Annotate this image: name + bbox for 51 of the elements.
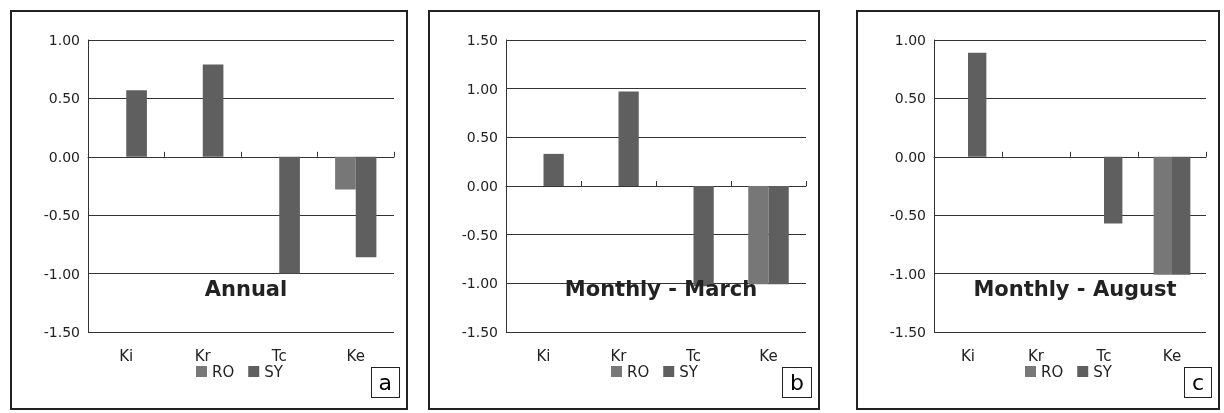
x-tick-label: Ki: [119, 346, 134, 365]
y-tick-label: 0.00: [48, 148, 80, 165]
y-tick-label: 0.00: [466, 178, 498, 194]
x-tick-label: Ki: [960, 346, 976, 365]
x-tick-label: Kr: [610, 346, 628, 365]
y-tick-label: -1.50: [461, 324, 498, 340]
bar: [768, 186, 789, 285]
legend-label: RO: [1041, 362, 1064, 381]
y-tick-label: -1.00: [43, 265, 80, 282]
x-tick-label: Tc: [270, 346, 287, 365]
bar: [543, 153, 564, 186]
bar: [279, 156, 300, 274]
y-tick-label: 0.50: [466, 129, 498, 146]
x-tick-label: Tc: [685, 346, 701, 365]
text: Monthly - March: [564, 277, 758, 302]
text: b: [782, 367, 812, 398]
y-tick-label: -1.00: [461, 275, 498, 292]
x-tick-label: Ke: [346, 346, 365, 365]
bar: [355, 156, 377, 258]
x-tick-label: Ke: [759, 346, 778, 365]
y-tick-label: -1.50: [43, 324, 80, 340]
bar: [618, 91, 639, 186]
text: a: [370, 367, 400, 398]
bar: [335, 156, 356, 190]
y-tick-label: -0.50: [889, 207, 926, 224]
legend-label: SY: [264, 362, 284, 381]
x-tick-label: Kr: [1027, 346, 1045, 365]
x-tick-label: Kr: [194, 346, 212, 365]
bar: [126, 90, 147, 157]
y-tick-label: -1.50: [889, 324, 926, 340]
x-tick-label: Ke: [1162, 346, 1182, 365]
x-tick-label: Tc: [1095, 346, 1112, 365]
y-tick-label: -0.50: [461, 226, 498, 243]
y-tick-label: 1.00: [894, 32, 926, 48]
y-tick-label: -1.00: [889, 265, 926, 282]
y-tick-label: 0.50: [894, 90, 926, 107]
bar: [202, 64, 224, 157]
text: Monthly - August: [973, 277, 1177, 302]
y-tick-label: 1.50: [466, 32, 498, 48]
x-tick-label: Ki: [536, 346, 551, 365]
legend-label: RO: [212, 362, 235, 381]
y-tick-label: 0.50: [48, 90, 80, 107]
y-tick-label: 1.00: [48, 32, 80, 48]
y-tick-label: 0.00: [894, 148, 926, 165]
text: c: [1183, 367, 1212, 398]
text: Annual: [204, 277, 288, 302]
legend-label: RO: [627, 362, 650, 381]
legend-label: SY: [679, 362, 699, 381]
y-tick-label: -0.50: [43, 207, 80, 224]
y-tick-label: 1.00: [466, 80, 498, 97]
legend-label: SY: [1093, 362, 1113, 381]
